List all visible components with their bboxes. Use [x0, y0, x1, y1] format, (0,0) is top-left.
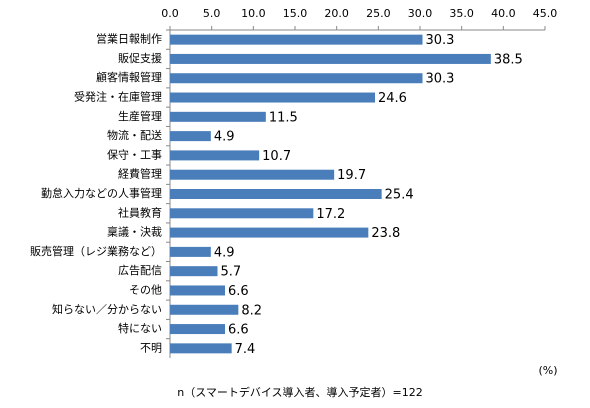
y-tick-label: 物流・配送: [107, 128, 162, 142]
bar: [170, 246, 211, 257]
value-label: 6.6: [228, 284, 249, 299]
value-label: 4.9: [214, 130, 235, 145]
y-tick-label: 販売管理（レジ業務など）: [30, 244, 162, 258]
bar: [170, 73, 423, 84]
bar: [170, 285, 225, 296]
value-label: 19.7: [337, 168, 366, 183]
y-tick-label: 不明: [140, 341, 162, 354]
sample-note: n（スマートデバイス導入者、導入予定者）=122: [177, 385, 423, 399]
y-tick-label: 販促支援: [118, 51, 162, 65]
y-tick-label: 知らない／分からない: [52, 302, 162, 316]
y-tick-label: 社員教育: [118, 205, 162, 219]
value-label: 11.5: [269, 110, 298, 125]
y-tick-label: 営業日報制作: [96, 32, 162, 46]
bar: [170, 53, 491, 64]
y-tick-label: 生産管理: [118, 109, 162, 123]
bar: [170, 92, 375, 103]
y-tick-label: 受発注・在庫管理: [74, 90, 162, 104]
value-label: 38.5: [494, 52, 523, 67]
y-tick-label: 勤怠入力などの人事管理: [41, 186, 162, 200]
value-label: 17.2: [316, 207, 345, 222]
x-tick-label: 30.0: [408, 7, 433, 20]
value-label: 23.8: [371, 226, 400, 241]
unit-label: (%): [538, 364, 557, 377]
x-tick-label: 0.0: [161, 7, 179, 20]
value-label: 8.2: [241, 303, 262, 318]
x-tick-label: 5.0: [203, 7, 221, 20]
bar: [170, 208, 314, 219]
x-tick-label: 45.0: [533, 7, 558, 20]
value-label: 7.4: [235, 342, 256, 357]
value-label: 30.3: [426, 72, 455, 87]
bar: [170, 304, 239, 315]
x-tick-label: 20.0: [324, 7, 349, 20]
value-label: 24.6: [378, 91, 407, 106]
bar: [170, 131, 211, 142]
value-label: 5.7: [221, 265, 242, 280]
bar: [170, 324, 225, 335]
y-tick-label: 稟議・決裁: [107, 225, 162, 239]
y-tick-label: 特にない: [118, 321, 162, 335]
value-label: 4.9: [214, 245, 235, 260]
y-tick-label: 経費管理: [118, 167, 162, 181]
x-tick-label: 25.0: [366, 7, 391, 20]
bar: [170, 266, 218, 277]
value-label: 30.3: [426, 33, 455, 48]
bar: [170, 189, 382, 199]
value-label: 25.4: [385, 188, 414, 203]
bar: [170, 169, 335, 180]
y-tick-label: その他: [129, 283, 162, 296]
y-tick-label: 保守・工事: [107, 147, 162, 161]
bar: [170, 34, 423, 45]
bar: [170, 111, 266, 122]
value-label: 6.6: [228, 323, 249, 338]
x-tick-label: 40.0: [491, 7, 516, 20]
bar: [170, 227, 369, 238]
x-tick-label: 15.0: [283, 7, 308, 20]
bar: [170, 150, 260, 161]
x-tick-label: 10.0: [241, 7, 266, 20]
y-tick-label: 広告配信: [118, 264, 162, 277]
bar: [170, 343, 232, 354]
value-label: 10.7: [262, 149, 291, 164]
y-tick-label: 顧客情報管理: [96, 70, 162, 84]
x-tick-label: 35.0: [449, 7, 474, 20]
